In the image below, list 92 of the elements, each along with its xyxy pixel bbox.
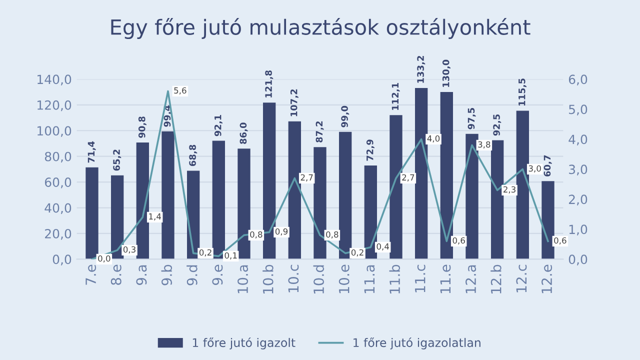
data-label: 0,2	[199, 249, 212, 256]
x-tick-label: 9.a	[136, 265, 147, 285]
data-label: 86,0	[240, 122, 248, 144]
bar	[162, 131, 174, 260]
bar	[440, 92, 453, 260]
data-label: 2,7	[300, 174, 313, 182]
bar	[314, 147, 326, 260]
legend-label: 1 főre jutó igazolt	[192, 337, 296, 350]
y-tick-label: 140,0	[38, 74, 72, 86]
bar	[516, 110, 529, 260]
y2-tick-label: 1,0	[569, 224, 588, 236]
legend-label: 1 főre jutó igazolatlan	[354, 337, 480, 350]
data-label: 0,6	[554, 237, 566, 244]
x-tick-label: 12.a	[466, 265, 476, 294]
data-label: 107,2	[290, 89, 298, 116]
bar	[542, 181, 554, 260]
data-label: 133,2	[417, 56, 426, 83]
data-label: 4,0	[427, 135, 440, 142]
x-tick-label: 9.b	[161, 264, 172, 286]
x-tick-label: 7.e	[86, 264, 96, 285]
y2-tick-label: 4,0	[568, 134, 588, 146]
x-tick-label: 10.e	[338, 264, 350, 294]
data-label: 2,3	[504, 186, 516, 194]
y2-tick-label: 5,0	[569, 104, 588, 116]
y-tick-label: 120,0	[38, 100, 72, 112]
x-tick-label: 11.e	[440, 264, 451, 294]
bar	[212, 140, 225, 260]
x-tick-label: 10.c	[288, 264, 299, 292]
x-tick-label: 11.b	[389, 264, 400, 294]
data-label: 90,8	[138, 116, 146, 138]
data-label: 0,8	[250, 231, 262, 238]
data-label: 0,6	[452, 237, 465, 244]
x-tick-label: 10.d	[313, 265, 324, 294]
data-label: 0,9	[275, 228, 288, 236]
bar	[111, 175, 124, 260]
x-tick-label: 9.d	[186, 265, 198, 286]
bar	[288, 121, 301, 260]
x-tick-label: 12.e	[542, 264, 552, 294]
data-label: 121,8	[265, 70, 274, 98]
data-label: 60,7	[544, 155, 552, 176]
data-label: 3,0	[528, 165, 541, 172]
x-tick-label: 10.a	[238, 265, 248, 294]
x-tick-label: 11.c	[415, 264, 426, 292]
y-tick-label: 80,0	[44, 152, 72, 163]
y-tick-label: 40,0	[44, 203, 72, 214]
data-label: 87,2	[316, 121, 324, 142]
data-label: 99,0	[341, 106, 350, 128]
chart-title: Egy főre jutó mulasztások osztályonként	[111, 18, 530, 39]
data-label: 92,1	[214, 114, 222, 136]
bar	[364, 165, 377, 260]
x-tick-label: 12.c	[516, 264, 527, 292]
bar	[86, 167, 98, 260]
data-label: 71,4	[88, 141, 96, 163]
data-label: 65,2	[113, 150, 122, 171]
data-label: 72,9	[366, 140, 374, 161]
data-label: 0,8	[326, 231, 338, 238]
data-label: 1,4	[149, 213, 162, 220]
data-label: 97,5	[468, 108, 476, 130]
data-label: 115,5	[518, 78, 526, 106]
y2-tick-label: 0,0	[568, 254, 588, 266]
bar	[136, 142, 149, 260]
y-tick-label: 100,0	[38, 126, 72, 137]
y2-tick-label: 2,0	[568, 194, 588, 206]
data-label: 92,5	[493, 114, 502, 136]
bar	[466, 134, 478, 260]
y-tick-label: 20,0	[45, 228, 72, 240]
y-tick-label: 60,0	[44, 178, 72, 188]
y2-tick-label: 6,0	[568, 74, 588, 86]
data-label: 68,8	[189, 144, 198, 166]
data-label: 0,2	[351, 249, 364, 256]
bar	[491, 140, 504, 260]
bar	[238, 148, 250, 260]
bar	[390, 115, 402, 260]
data-label: 3,8	[478, 141, 490, 148]
data-label: 2,7	[402, 174, 414, 182]
x-tick-label: 11.a	[364, 265, 375, 294]
data-label: 112,1	[392, 82, 400, 110]
data-label: 130,0	[442, 60, 450, 87]
y2-tick-label: 3,0	[569, 164, 588, 176]
x-tick-label: 10.b	[262, 264, 274, 294]
data-label: 5,6	[174, 87, 186, 94]
bar	[339, 132, 352, 260]
data-label: 0,1	[224, 252, 237, 260]
data-label: 0,4	[376, 243, 390, 250]
x-tick-label: 8.e	[110, 264, 122, 285]
y-tick-label: 0,0	[52, 254, 72, 266]
data-label: 0,3	[123, 246, 136, 254]
bar	[263, 102, 276, 260]
x-tick-label: 9.e	[212, 264, 223, 285]
data-label: 0,0	[98, 255, 110, 262]
x-tick-label: 12.b	[490, 264, 502, 294]
bar	[415, 88, 428, 260]
